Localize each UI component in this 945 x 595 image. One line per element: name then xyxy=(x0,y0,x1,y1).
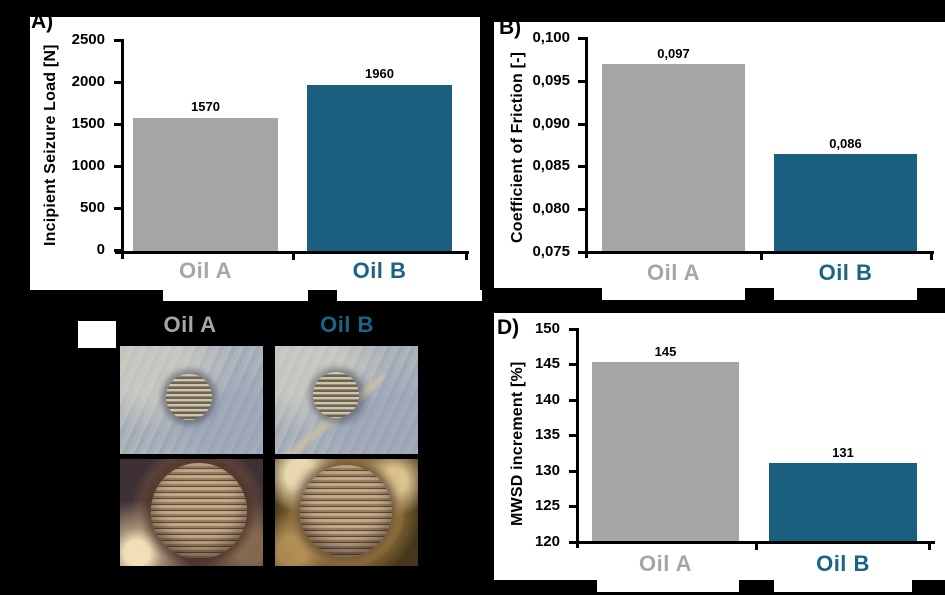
panel-b-category-oil-a: Oil A xyxy=(646,260,701,285)
panel-d-bar-oil-a xyxy=(592,362,739,541)
panel-d-y-tick-mark xyxy=(569,399,576,402)
wear-scar-circle xyxy=(151,463,247,559)
panel-d-bar-oil-b xyxy=(769,463,917,541)
panel-d-category-oil-a: Oil A xyxy=(638,551,693,576)
panel-d-x-tick-mark xyxy=(928,541,931,550)
panel-b-x-tick-mark xyxy=(930,251,933,260)
panel-b-y-tick-mark xyxy=(578,208,585,211)
panel-a-y-tick-label: 2500 xyxy=(71,31,105,48)
panel-d-tag: D) xyxy=(497,316,520,339)
panel-a-bottom-tab xyxy=(163,290,308,301)
panel-a-y-tick-mark xyxy=(114,81,121,84)
panel-a-y-axis-line xyxy=(121,39,124,259)
panel-d-y-tick-mark xyxy=(569,470,576,473)
panel-b-coefficient-of-friction-chart: B) Coefficient of Friction [-] 0,100 0,0… xyxy=(494,22,945,288)
panel-d-x-tick-mark xyxy=(755,541,758,550)
oil-a-disc-wear-scar-micrograph xyxy=(120,346,263,454)
panel-d-bottom-tab xyxy=(597,580,739,592)
panel-d-y-tick-mark xyxy=(569,505,576,508)
panel-a-category-oil-b: Oil B xyxy=(352,258,407,283)
panel-d-y-tick-mark xyxy=(569,434,576,437)
panel-b-y-tick-mark xyxy=(578,80,585,83)
panel-d-x-axis-line xyxy=(570,541,935,544)
panel-a-y-tick-mark xyxy=(114,123,121,126)
panel-a-y-tick-mark xyxy=(114,207,121,210)
wear-scar-circle xyxy=(166,374,212,420)
panel-b-y-tick-label: 0,075 xyxy=(532,243,570,260)
panel-b-y-tick-label: 0,085 xyxy=(532,157,570,174)
oil-b-disc-wear-scar-micrograph xyxy=(275,346,418,454)
panel-a-bottom-tab xyxy=(337,290,482,301)
panel-d-y-tick-label: 140 xyxy=(534,391,560,408)
panel-c-label-patch xyxy=(78,321,116,348)
panel-b-category-oil-b: Oil B xyxy=(818,260,873,285)
panel-d-value-label-oil-a: 145 xyxy=(654,344,677,359)
panel-b-y-axis-line xyxy=(585,37,588,258)
panel-d-category-oil-b: Oil B xyxy=(816,551,870,576)
panel-b-bar-oil-a xyxy=(602,64,745,251)
panel-b-y-tick-mark xyxy=(578,123,585,126)
panel-b-x-tick-mark xyxy=(760,251,763,260)
panel-d-y-tick-label: 120 xyxy=(534,533,560,550)
panel-d-y-tick-label: 135 xyxy=(534,426,560,443)
panel-b-y-tick-label: 0,095 xyxy=(532,72,570,89)
panel-d-y-tick-mark xyxy=(569,328,576,331)
panel-c-header-oil-a: Oil A xyxy=(163,312,217,337)
panel-d-bottom-tab xyxy=(774,580,912,592)
panel-b-x-axis-line xyxy=(579,251,934,254)
wear-scar-circle xyxy=(300,465,392,557)
wear-scar-circle xyxy=(313,372,359,418)
panel-d-y-tick-label: 145 xyxy=(534,355,560,372)
panel-a-y-tick-mark xyxy=(114,165,121,168)
panel-c-header-oil-b: Oil B xyxy=(320,312,374,337)
panel-b-tag: B) xyxy=(499,22,522,39)
panel-d-y-tick-label: 150 xyxy=(534,320,560,337)
panel-b-y-tick-mark xyxy=(578,37,585,40)
panel-a-y-tick-label: 2000 xyxy=(71,73,105,90)
panel-a-y-tick-mark xyxy=(114,39,121,42)
panel-a-category-oil-a: Oil A xyxy=(178,258,233,283)
panel-d-mwsd-increment-chart: D) MWSD increment [%] 150 145 140 135 13… xyxy=(494,313,945,580)
panel-b-value-label-oil-b: 0,086 xyxy=(829,136,862,151)
panel-b-y-tick-label: 0,090 xyxy=(532,115,570,132)
panel-b-bottom-tab xyxy=(602,288,745,300)
panel-a-value-label-oil-b: 1960 xyxy=(365,66,394,81)
oil-a-ball-wear-scar-micrograph xyxy=(120,459,263,566)
panel-a-incipient-seizure-load-chart: A) Incipient Seizure Load [N] 2500 2000 … xyxy=(30,17,480,290)
panel-a-x-tick-mark xyxy=(292,251,295,260)
panel-b-value-label-oil-a: 0,097 xyxy=(657,46,690,61)
panel-b-y-tick-label: 0,100 xyxy=(532,29,570,46)
panel-a-y-tick-label: 500 xyxy=(79,199,105,216)
panel-b-bottom-tab xyxy=(774,288,917,300)
panel-a-bar-oil-b xyxy=(307,85,452,251)
panel-a-tag: A) xyxy=(31,17,54,33)
panel-d-y-tick-label: 125 xyxy=(534,497,560,514)
panel-d-y-tick-label: 130 xyxy=(534,462,560,479)
panel-a-y-tick-mark xyxy=(114,249,121,252)
panel-a-y-tick-label: 1500 xyxy=(71,115,105,132)
panel-d-y-tick-mark xyxy=(569,363,576,366)
oil-b-ball-wear-scar-micrograph xyxy=(275,459,418,566)
panel-a-x-tick-mark xyxy=(465,251,468,260)
panel-d-y-axis-line xyxy=(576,328,579,548)
panel-d-value-label-oil-b: 131 xyxy=(832,445,854,460)
panel-b-bar-oil-b xyxy=(774,154,917,251)
panel-b-y-tick-label: 0,080 xyxy=(532,200,570,217)
panel-a-y-tick-label: 1000 xyxy=(71,157,105,174)
panel-a-value-label-oil-a: 1570 xyxy=(191,99,220,114)
panel-a-y-tick-label: 0 xyxy=(96,241,105,258)
panel-b-y-tick-mark xyxy=(578,165,585,168)
panel-a-bar-oil-a xyxy=(133,118,278,251)
